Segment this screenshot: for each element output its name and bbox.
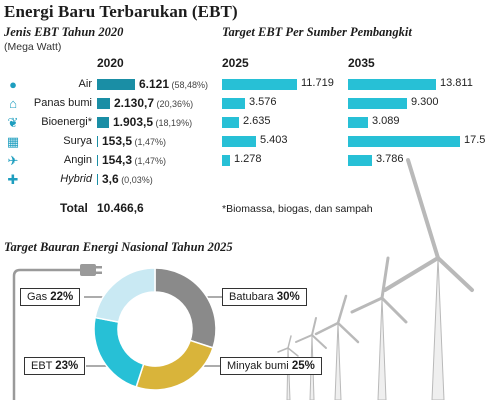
- ebt-row: ❦ Bioenergi* 1.903,5 (18,19%) 2.635 3.089: [0, 114, 485, 131]
- bar-2020: [97, 174, 98, 185]
- plug-icon: [12, 264, 102, 400]
- value-2035: 3.786: [376, 153, 404, 165]
- value-2020: 1.903,5 (18,19%): [113, 115, 193, 129]
- bar-2025: [222, 79, 297, 90]
- value-2020: 154,3 (1,47%): [102, 153, 167, 167]
- value-2020: 153,5 (1,47%): [102, 134, 167, 148]
- value-2035: 3.089: [372, 115, 400, 127]
- value-2035: 9.300: [411, 96, 439, 108]
- bar-2025: [222, 155, 230, 166]
- category-label: Air: [78, 78, 92, 90]
- right-section-title: Target EBT Per Sumber Pembangkit: [222, 25, 412, 39]
- ebt-row: ● Air 6.121 (58,48%) 11.719 13.811: [0, 76, 485, 93]
- category-label: Surya: [63, 135, 92, 147]
- value-2025: 11.719: [301, 77, 334, 89]
- wind-turbine-icon: ✈: [7, 153, 19, 168]
- bar-2020: [97, 117, 109, 128]
- ebt-row: ✚ Hybrid 3,6 (0,03%): [0, 171, 485, 188]
- unit-label: (Mega Watt): [4, 41, 62, 53]
- leader-lines: [84, 296, 222, 367]
- bar-2025: [222, 98, 245, 109]
- bar-2020: [97, 79, 135, 90]
- value-2025: 5.403: [260, 134, 288, 146]
- label-batubara: Batubara 30%: [222, 288, 307, 306]
- category-label: Panas bumi: [33, 97, 92, 109]
- value-2035: 13.811: [440, 77, 473, 89]
- bar-2025: [222, 117, 239, 128]
- value-2025: 2.635: [243, 115, 271, 127]
- donut-chart: [93, 267, 217, 391]
- page-title: Energi Baru Terbarukan (EBT): [4, 2, 238, 21]
- bar-2035: [348, 117, 368, 128]
- bar-2025: [222, 136, 256, 147]
- slice-ebt: [93, 316, 145, 388]
- year-2035-header: 2035: [348, 56, 375, 70]
- factory-icon: ⌂: [9, 96, 17, 111]
- label-ebt: EBT 23%: [24, 357, 86, 375]
- slice-batubara: [154, 267, 217, 349]
- bar-2035: [348, 155, 372, 166]
- year-2025-header: 2025: [222, 56, 249, 70]
- value-2025: 3.576: [249, 96, 277, 108]
- ebt-row: ⌂ Panas bumi 2.130,7 (20,36%) 3.576 9.300: [0, 95, 485, 112]
- leaf-icon: ❦: [7, 115, 19, 130]
- left-section-title: Jenis EBT Tahun 2020: [4, 25, 124, 39]
- water-drop-icon: ●: [9, 77, 17, 92]
- solar-panel-icon: ▦: [6, 134, 20, 149]
- total-value: 10.466,6: [97, 201, 144, 215]
- bar-2020: [97, 98, 110, 109]
- year-2020-header: 2020: [97, 56, 124, 70]
- ebt-row: ✈ Angin 154,3 (1,47%) 1.278 3.786: [0, 152, 485, 169]
- slice-gas: [94, 267, 156, 323]
- value-2020: 2.130,7 (20,36%): [114, 96, 194, 110]
- bar-2035: [348, 136, 460, 147]
- footnote: *Biomassa, biogas, dan sampah: [222, 203, 373, 215]
- value-2025: 1.278: [234, 153, 262, 165]
- slice-minyak-bumi: [135, 339, 214, 391]
- plus-icon: ✚: [7, 172, 19, 187]
- ebt-row: ▦ Surya 153,5 (1,47%) 5.403 17.559: [0, 133, 485, 150]
- value-2020: 3,6 (0,03%): [102, 172, 153, 186]
- bar-2035: [348, 98, 407, 109]
- category-label: Angin: [63, 154, 92, 166]
- label-minyak-bumi: Minyak bumi 25%: [220, 357, 322, 375]
- value-2035: 17.559: [464, 134, 485, 146]
- total-label: Total: [60, 201, 88, 215]
- bar-2020: [97, 136, 98, 147]
- bar-2035: [348, 79, 436, 90]
- category-label: Hybrid: [60, 173, 92, 185]
- value-2020: 6.121 (58,48%): [139, 77, 209, 91]
- category-label: Bioenergi*: [41, 116, 92, 128]
- label-gas: Gas 22%: [20, 288, 81, 306]
- mix-title: Target Bauran Energi Nasional Tahun 2025: [4, 240, 233, 254]
- bar-2020: [97, 155, 98, 166]
